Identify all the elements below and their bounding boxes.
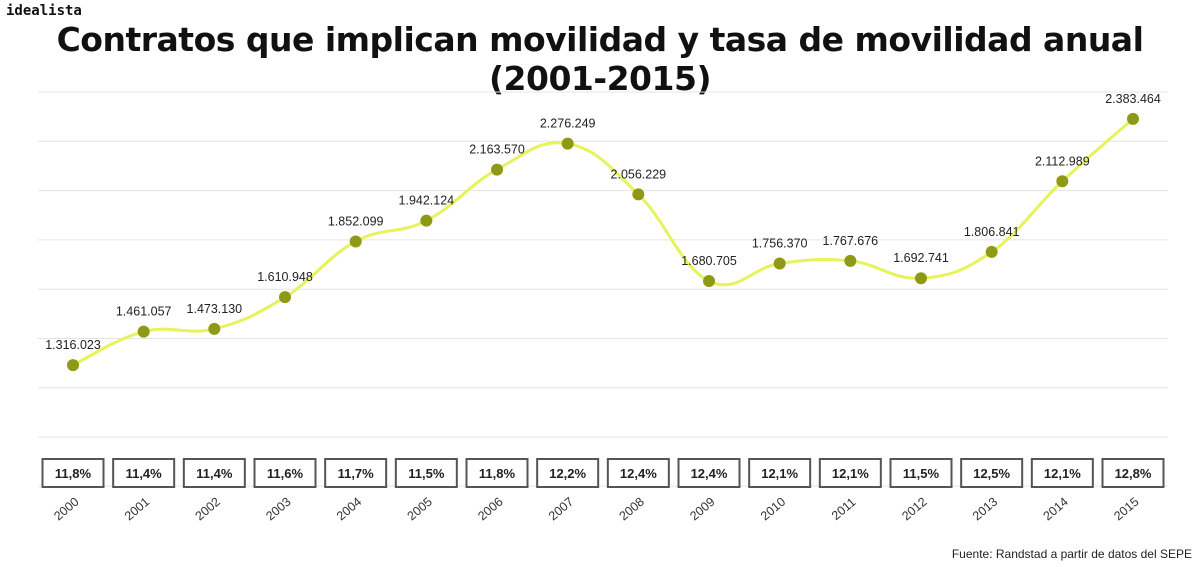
data-point [420,214,433,227]
brand-logo: idealista [6,3,82,19]
data-label: 1.767.676 [823,234,879,248]
rate-label: 12,5% [973,466,1010,481]
data-label: 1.680.705 [681,254,737,268]
data-label: 1.756.370 [752,237,808,251]
rate-label: 11,8% [479,466,516,481]
data-label: 1.692.741 [893,251,949,265]
data-label: 1.461.057 [116,305,172,319]
rate-box [748,458,812,488]
rate-box [960,458,1024,488]
x-tick-labels: 2000 2001 2002 2003 2004 2005 2006 2007 2008 2009… [51,495,1141,524]
data-point [349,235,362,248]
data-point [985,245,998,258]
data-point [703,274,715,287]
rate-label: 12,2% [549,466,586,481]
rate-label: 11,5% [903,466,940,481]
data-point [67,359,79,372]
rate-box [1101,458,1165,488]
data-point [137,325,150,338]
rate-box [112,458,176,488]
rate-box [253,458,317,488]
rate-box [889,458,953,488]
rate-box [818,458,882,488]
x-tick-label: 2000 [51,495,81,524]
rate-box [41,458,105,488]
grid-lines [38,91,1168,487]
rate-box [606,458,670,488]
rate-label: 12,4% [691,466,728,481]
rate-boxes: 11,8% 11,4% 11,4% 11,6% 11,7% 11,5% 11,8% 12,2%… [41,458,1165,488]
x-tick-label: 2003 [263,495,293,524]
x-tick-label: 2012 [899,495,929,524]
data-point [561,137,574,150]
rate-label: 12,1% [832,466,869,481]
rate-box [465,458,529,488]
rate-box [1030,458,1094,488]
x-tick-label: 2011 [829,495,859,523]
x-tick-label: 2013 [970,495,1000,524]
rate-label: 11,5% [408,466,445,481]
rate-label: 11,7% [338,466,375,481]
x-tick-label: 2010 [758,495,788,524]
rate-box [677,458,741,488]
x-tick-label: 2006 [475,495,505,524]
rate-label: 11,8% [55,466,92,481]
rate-label: 11,4% [126,466,163,481]
data-label: 2.056.229 [611,167,667,181]
data-label: 1.942.124 [399,194,455,208]
source-note: Fuente: Randstad a partir de datos del S… [951,547,1192,561]
data-point [1127,112,1139,125]
data-label: 1.473.130 [187,302,243,316]
data-point [491,163,503,176]
data-point [1056,175,1069,188]
data-label: 1.852.099 [328,214,384,228]
rate-label: 12,1% [761,466,798,481]
data-point [915,272,927,285]
x-tick-label: 2009 [687,495,717,524]
rate-label: 11,6% [267,466,304,481]
x-tick-label: 2015 [1111,495,1141,524]
data-point [208,322,221,335]
data-point [844,254,857,267]
x-tick-label: 2005 [405,495,435,524]
data-label: 2.276.249 [540,117,596,131]
data-point [632,188,645,201]
data-label: 1.316.023 [45,338,101,352]
x-tick-label: 2014 [1041,495,1071,524]
rate-label: 11,4% [196,466,233,481]
rate-label: 12,1% [1044,466,1081,481]
x-tick-label: 2002 [193,495,223,524]
rate-label: 12,4% [620,466,657,481]
rate-label: 12,8% [1115,466,1152,481]
rate-box [536,458,600,488]
x-tick-label: 2008 [617,495,647,524]
x-tick-label: 2004 [334,495,364,524]
x-tick-label: 2007 [546,495,576,524]
data-label: 2.112.989 [1035,154,1090,168]
rate-box [324,458,388,488]
rate-box [394,458,458,488]
data-label: 2.383.464 [1105,92,1161,106]
data-points: 1.316.023 1.461.057 1.473.130 1.610.948 1.85… [45,92,1161,372]
data-label: 1.806.841 [964,225,1020,239]
rate-box [182,458,246,488]
x-tick-label: 2001 [122,495,152,524]
data-point [773,257,786,270]
series-line [72,117,1134,367]
data-point [279,291,291,304]
data-label: 1.610.948 [257,270,313,284]
data-label: 2.163.570 [469,143,525,157]
